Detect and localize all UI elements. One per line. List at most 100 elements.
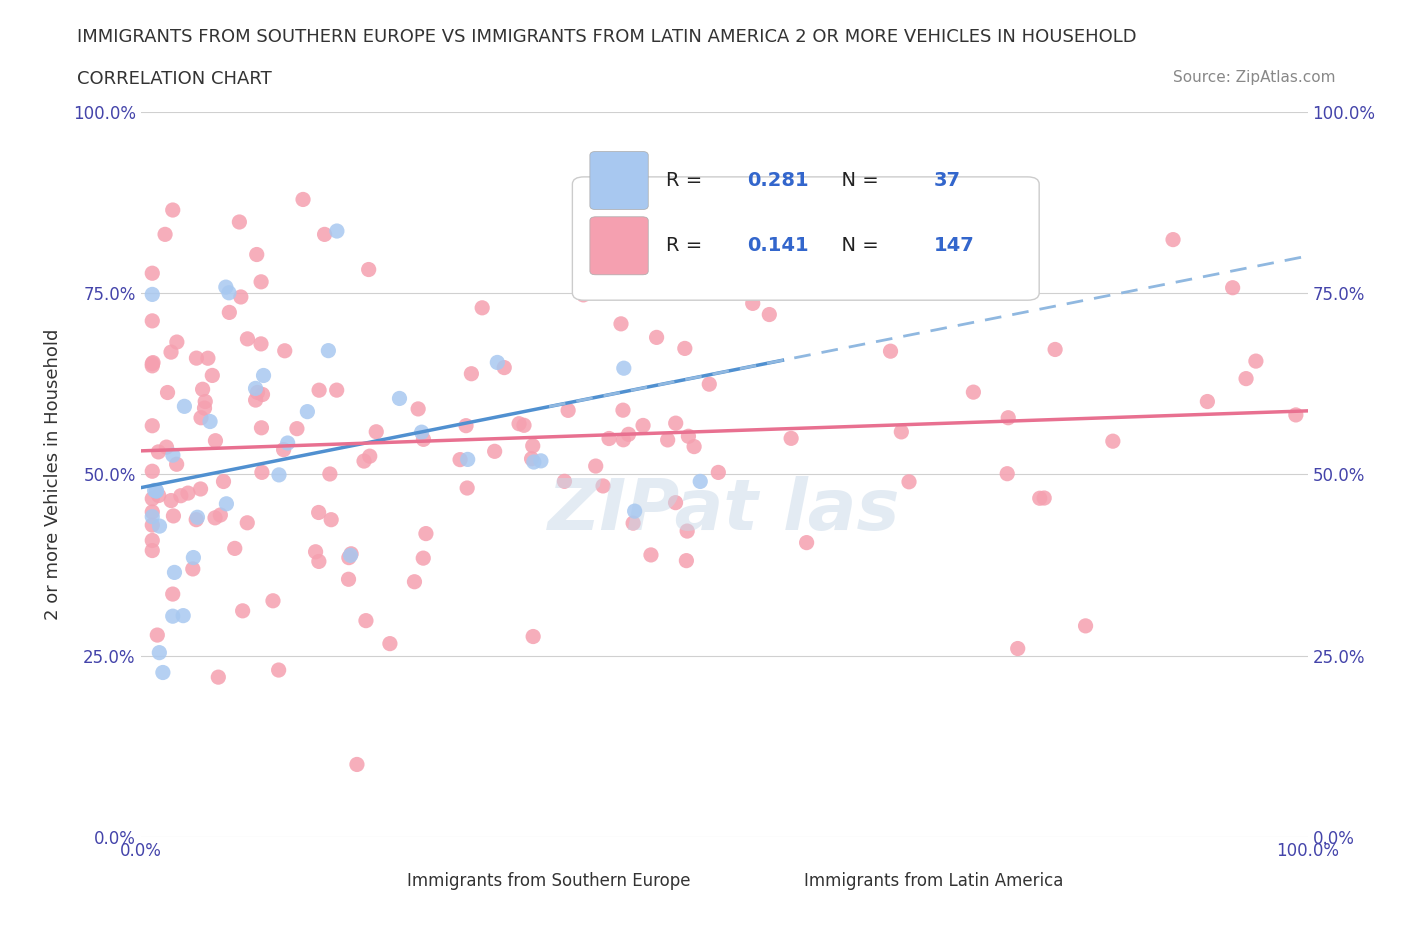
- Point: [172, 608, 194, 623]
- Point: [162, 609, 184, 624]
- Text: 37: 37: [934, 171, 962, 190]
- Point: [658, 255, 681, 270]
- Point: [250, 274, 273, 289]
- Point: [285, 421, 308, 436]
- Point: [245, 392, 267, 407]
- Point: [194, 394, 217, 409]
- Point: [304, 544, 326, 559]
- Point: [673, 341, 696, 356]
- Point: [152, 665, 174, 680]
- Point: [610, 316, 633, 331]
- Point: [148, 519, 170, 534]
- Point: [148, 488, 170, 503]
- Point: [141, 491, 163, 506]
- Point: [997, 410, 1019, 425]
- Point: [354, 613, 377, 628]
- Point: [198, 414, 221, 429]
- Point: [508, 417, 530, 432]
- FancyBboxPatch shape: [384, 869, 418, 893]
- Point: [917, 214, 939, 229]
- Point: [141, 356, 163, 371]
- Point: [613, 361, 636, 376]
- Point: [252, 387, 274, 402]
- Text: CORRELATION CHART: CORRELATION CHART: [77, 70, 273, 87]
- Point: [404, 575, 426, 590]
- Text: R =: R =: [666, 236, 709, 256]
- FancyBboxPatch shape: [780, 869, 814, 893]
- Text: 0.141: 0.141: [748, 236, 808, 256]
- Point: [657, 432, 679, 447]
- Point: [1033, 491, 1056, 506]
- Point: [353, 454, 375, 469]
- Point: [292, 192, 315, 206]
- Point: [162, 509, 184, 524]
- Point: [297, 405, 319, 419]
- Point: [598, 432, 620, 446]
- Point: [190, 410, 212, 425]
- Point: [697, 268, 720, 283]
- Point: [314, 227, 336, 242]
- Point: [246, 385, 269, 400]
- Point: [1007, 641, 1029, 656]
- Point: [173, 399, 195, 414]
- Point: [494, 360, 516, 375]
- Point: [898, 474, 921, 489]
- Point: [337, 572, 360, 587]
- Text: Source: ZipAtlas.com: Source: ZipAtlas.com: [1173, 70, 1336, 85]
- Point: [664, 495, 686, 510]
- Point: [454, 418, 477, 433]
- Point: [146, 628, 169, 643]
- Point: [186, 512, 208, 527]
- FancyBboxPatch shape: [591, 217, 648, 275]
- Point: [741, 296, 763, 311]
- Point: [962, 385, 984, 400]
- Point: [1197, 394, 1219, 409]
- Point: [162, 587, 184, 602]
- Text: ZIPat las: ZIPat las: [548, 476, 900, 545]
- Point: [683, 439, 706, 454]
- Point: [1234, 371, 1257, 386]
- Point: [142, 355, 165, 370]
- Point: [321, 512, 343, 527]
- Point: [267, 468, 290, 483]
- Point: [218, 286, 240, 300]
- Point: [592, 479, 614, 494]
- Point: [229, 289, 252, 304]
- Point: [513, 418, 536, 432]
- Y-axis label: 2 or more Vehicles in Household: 2 or more Vehicles in Household: [44, 328, 62, 620]
- Point: [228, 215, 250, 230]
- Point: [678, 429, 700, 444]
- Point: [160, 493, 183, 508]
- Point: [318, 343, 340, 358]
- Point: [232, 604, 254, 618]
- Point: [252, 368, 274, 383]
- Point: [522, 629, 544, 644]
- Point: [572, 287, 595, 302]
- Point: [388, 391, 411, 405]
- Point: [141, 287, 163, 302]
- Point: [141, 418, 163, 433]
- Point: [523, 455, 546, 470]
- Point: [337, 551, 360, 565]
- Point: [236, 515, 259, 530]
- Point: [1222, 280, 1244, 295]
- Point: [141, 533, 163, 548]
- Point: [267, 662, 290, 677]
- Point: [1029, 491, 1052, 506]
- Point: [155, 440, 177, 455]
- Point: [319, 467, 342, 482]
- Point: [1285, 407, 1308, 422]
- Point: [411, 425, 433, 440]
- Point: [197, 351, 219, 365]
- Text: 0.281: 0.281: [748, 171, 808, 190]
- Point: [250, 420, 273, 435]
- Point: [141, 510, 163, 525]
- Point: [879, 344, 901, 359]
- Point: [631, 418, 654, 432]
- Point: [689, 474, 711, 489]
- Point: [162, 447, 184, 462]
- Point: [224, 541, 246, 556]
- Point: [1244, 353, 1267, 368]
- Point: [460, 366, 482, 381]
- Point: [623, 504, 645, 519]
